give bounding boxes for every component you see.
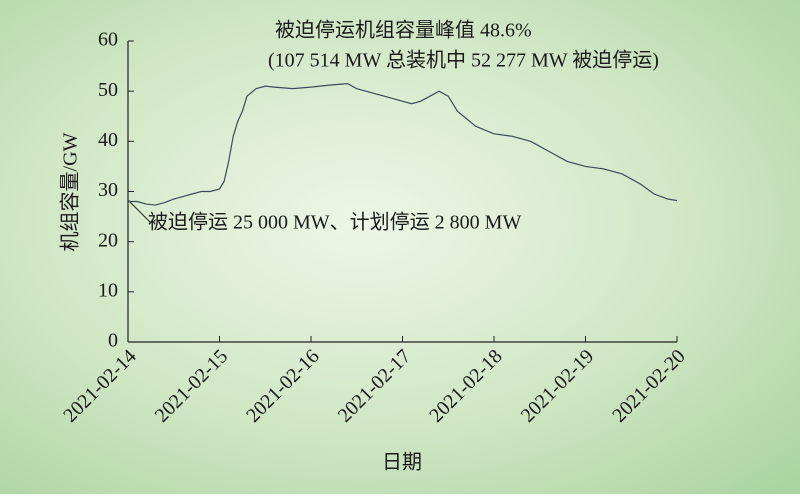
annotation: 被迫停运机组容量峰值 48.6%: [275, 19, 532, 42]
x-tick-label: 2021-02-17: [334, 345, 416, 427]
x-tick-label: 2021-02-14: [59, 345, 141, 427]
y-tick-label: 20: [98, 229, 118, 251]
annotation: (107 514 MW 总装机中 52 277 MW 被迫停运): [268, 49, 659, 72]
x-axis-label: 日期: [382, 452, 422, 474]
x-tick-label: 2021-02-18: [425, 345, 507, 427]
annotation-pointer: [127, 199, 151, 223]
data-line: [128, 83, 678, 206]
y-tick-label: 60: [98, 29, 118, 51]
y-tick-label: 10: [98, 279, 118, 301]
y-tick-label: 30: [98, 179, 118, 201]
y-tick-label: 40: [98, 129, 118, 151]
x-tick-label: 2021-02-15: [151, 345, 233, 427]
y-axis-label: 机组容量/GW: [59, 132, 82, 251]
annotation: 被迫停运 25 000 MW、计划停运 2 800 MW: [148, 211, 521, 234]
y-tick-label: 0: [108, 330, 118, 352]
x-tick-label: 2021-02-16: [242, 345, 324, 427]
x-tick-label: 2021-02-20: [608, 345, 690, 427]
y-tick-label: 50: [98, 79, 118, 101]
x-tick-label: 2021-02-19: [517, 345, 599, 427]
